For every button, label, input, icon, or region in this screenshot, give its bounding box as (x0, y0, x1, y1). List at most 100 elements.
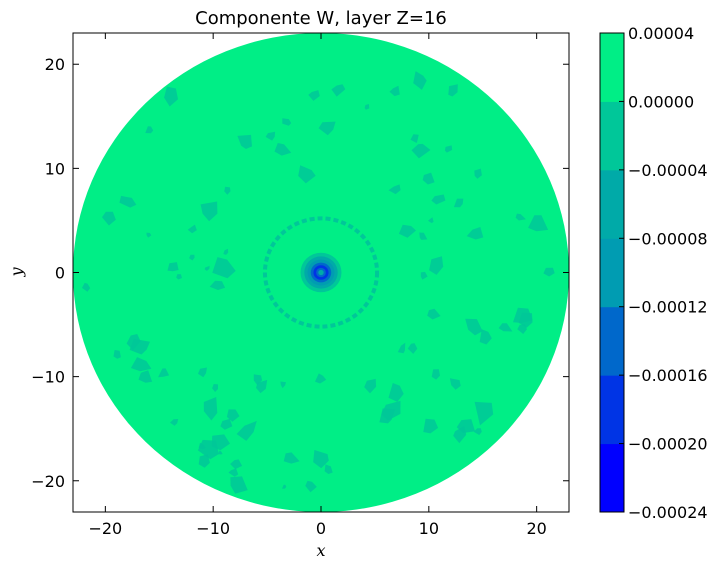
contour-patch (230, 476, 248, 494)
colorbar: −0.00024 −0.00020 −0.00016 −0.00012 −0.00008… (599, 24, 708, 522)
colorbar-tick-label: −0.00024 (628, 503, 708, 522)
contour-patch (444, 145, 453, 153)
contour-patch (237, 134, 252, 149)
x-axis: −20 −10 0 10 20 (88, 33, 547, 538)
contour-patch (528, 215, 549, 232)
contour-patch (209, 280, 226, 290)
contour-patch (315, 373, 327, 384)
contour-patch (398, 224, 416, 238)
contour-patch (411, 143, 431, 159)
plot-area (73, 33, 569, 512)
contour-patch (197, 439, 219, 460)
contour-patch (324, 464, 333, 474)
x-tick-label: 10 (419, 519, 439, 538)
contour-patch (419, 232, 428, 240)
contour-patch (164, 86, 178, 107)
contour-patch (282, 118, 292, 126)
contour-patch (379, 408, 396, 424)
contour-patch (308, 90, 320, 101)
contour-patch (388, 184, 401, 195)
x-tick-label: −20 (88, 519, 122, 538)
contour-patch (82, 282, 91, 292)
contour-patch (498, 323, 513, 332)
contour-patch (282, 484, 287, 489)
contour-patch (212, 257, 236, 279)
contour-patch (517, 324, 527, 334)
contour-patch (113, 350, 121, 359)
contour-patch (513, 307, 533, 323)
contour-patch (449, 378, 461, 390)
colorbar-tick-label: −0.00016 (628, 366, 708, 385)
y-axis: −20 −10 0 10 20 (31, 55, 569, 491)
colorbar-band (600, 238, 624, 308)
contour-patch (389, 85, 400, 97)
contour-patch (102, 211, 116, 226)
contour-patch (119, 195, 137, 208)
contour-patch (145, 126, 154, 134)
contour-patch (422, 172, 435, 185)
contour-patch (420, 271, 428, 280)
contour-patch (407, 343, 418, 354)
contour-patch (423, 418, 439, 434)
contour-patch (230, 459, 243, 470)
x-axis-label: x (316, 541, 325, 560)
contour-patch (429, 256, 444, 275)
contour-patch (448, 84, 458, 97)
contour-patch (413, 71, 427, 90)
colorbar-tick-label: −0.00008 (628, 229, 708, 248)
center-minimum-contours (300, 252, 342, 293)
colorbar-band (600, 101, 624, 171)
contour-patch (364, 104, 370, 110)
contour-patch (138, 370, 153, 383)
contour-patch (223, 248, 229, 255)
contour-patch (305, 480, 317, 493)
contour-patch (226, 409, 240, 422)
y-tick-label: 0 (55, 264, 65, 283)
contour-patch (331, 84, 346, 97)
y-tick-label: 10 (45, 159, 65, 178)
colorbar-tick-label: −0.00020 (628, 435, 708, 454)
contour-patches (82, 71, 555, 494)
contour-patch (479, 329, 492, 345)
contour-patch (158, 368, 170, 378)
contour-patch (129, 338, 150, 355)
contour-patch (146, 232, 152, 238)
contour-patch (388, 383, 404, 402)
x-tick-label: −10 (196, 519, 230, 538)
contour-patch (187, 224, 197, 234)
colorbar-frame (599, 32, 625, 513)
contour-patch (212, 384, 218, 392)
contour-patch (298, 165, 316, 184)
contour-patch (427, 308, 441, 320)
contour-patch (428, 217, 434, 224)
contour-patch (189, 254, 195, 261)
contour-patch (431, 194, 446, 205)
contour-patch (203, 397, 218, 421)
chart-title: Componente W, layer Z=16 (195, 8, 447, 29)
contour-patch (465, 318, 483, 336)
contour-patch (313, 450, 329, 469)
colorbar-tick-label: 0.00000 (628, 92, 694, 111)
colorbar-band (600, 375, 624, 445)
contour-patch (543, 267, 555, 277)
colorbar-band (600, 33, 624, 102)
y-tick-label: −10 (31, 368, 65, 387)
contour-patch (224, 186, 231, 195)
y-tick-label: 20 (45, 55, 65, 74)
contour-patch (253, 374, 263, 385)
contour-patch (431, 369, 440, 380)
contour-patch (274, 143, 292, 156)
contour-patch (198, 454, 210, 468)
colorbar-band (600, 169, 624, 239)
contour-patch (364, 378, 377, 394)
contour-patch (280, 381, 286, 389)
center-contour-band (318, 269, 324, 276)
colorbar-tick-label: 0.00004 (628, 24, 694, 43)
contour-patch (204, 265, 210, 271)
contour-patch (220, 418, 233, 430)
inner-ring-contour (262, 216, 380, 329)
contour-patch (236, 420, 257, 441)
colorbar-tick-label: −0.00004 (628, 161, 708, 180)
contour-patch (218, 450, 223, 455)
